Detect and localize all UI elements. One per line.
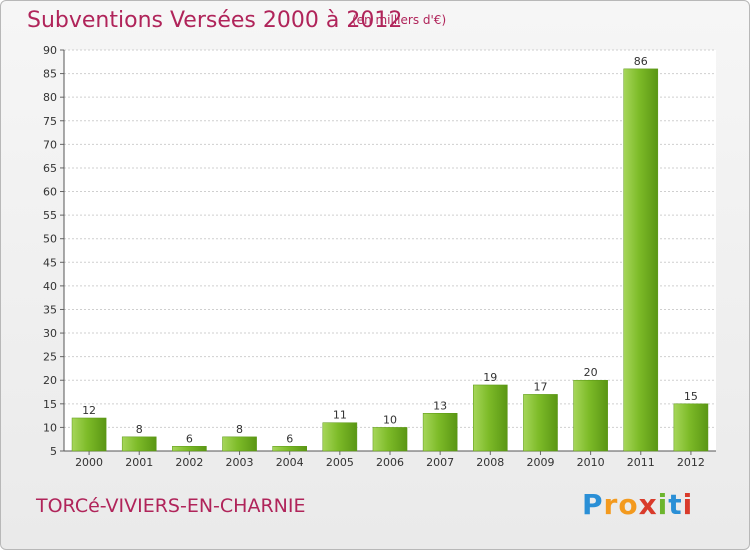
y-tick-label: 90 — [43, 44, 57, 57]
x-tick-label-2012: 2012 — [677, 456, 705, 469]
y-tick-label: 10 — [43, 421, 57, 434]
y-tick-label: 75 — [43, 115, 57, 128]
bar-2000 — [71, 417, 107, 452]
x-tick-label-2007: 2007 — [426, 456, 454, 469]
x-tick-label-2011: 2011 — [627, 456, 655, 469]
y-tick-label: 55 — [43, 209, 57, 222]
logo-letter: P — [582, 488, 604, 521]
bar-2008 — [473, 384, 508, 452]
logo-letter: x — [638, 488, 658, 521]
y-tick-label: 30 — [43, 327, 57, 340]
data-label-2012: 15 — [684, 390, 698, 403]
y-tick-label: 20 — [43, 374, 57, 387]
logo-letter: i — [682, 488, 694, 521]
bar-2006 — [372, 427, 408, 452]
data-label-2002: 6 — [186, 432, 193, 445]
grid — [64, 49, 716, 452]
data-label-2001: 8 — [136, 423, 143, 436]
chart-subtitle: (en milliers d'€) — [352, 13, 447, 27]
y-tick-label: 85 — [43, 68, 57, 81]
logo-letter: i — [657, 488, 669, 521]
x-tick-label-2002: 2002 — [175, 456, 203, 469]
bar-2004 — [272, 446, 307, 452]
x-tick-label-2008: 2008 — [476, 456, 504, 469]
x-tick-label-2004: 2004 — [276, 456, 304, 469]
data-label-2007: 13 — [433, 399, 447, 412]
data-label-2003: 8 — [236, 423, 243, 436]
y-tick-label: 40 — [43, 280, 57, 293]
y-tick-label: 50 — [43, 233, 57, 246]
y-tick-label: 65 — [43, 162, 57, 175]
data-label-2004: 6 — [286, 432, 293, 445]
data-label-2006: 10 — [383, 413, 397, 426]
bar-2003 — [222, 436, 257, 452]
y-tick-label: 60 — [43, 186, 57, 199]
y-tick-label: 25 — [43, 351, 57, 364]
data-label-2008: 19 — [483, 371, 497, 384]
x-tick-label-2001: 2001 — [125, 456, 153, 469]
bar-2011 — [623, 68, 659, 452]
bar-2002 — [172, 446, 207, 452]
bar-2007 — [422, 413, 458, 452]
y-tick-label: 15 — [43, 398, 57, 411]
proxiti-logo: Proxiti — [582, 488, 693, 521]
y-tick-label: 80 — [43, 91, 57, 104]
plot-area — [64, 50, 716, 451]
bar-2012 — [673, 403, 709, 452]
axes: 5 10 15 20 25 30 35 40 45 50 55 60 65 70 75 80 85 90 2000 2… — [43, 44, 716, 469]
commune-name: TORCé-VIVIERS-EN-CHARNIE — [36, 495, 306, 517]
data-label-2009: 17 — [533, 380, 547, 393]
bar-2001 — [121, 436, 157, 452]
x-tick-label-2003: 2003 — [226, 456, 254, 469]
logo-letter: t — [668, 488, 683, 521]
y-tick-label: 45 — [43, 256, 57, 269]
x-tick-label-2006: 2006 — [376, 456, 404, 469]
x-tick-label-2005: 2005 — [326, 456, 354, 469]
data-label-2000: 12 — [82, 404, 96, 417]
logo-letter: o — [618, 488, 639, 521]
x-tick-label-2009: 2009 — [526, 456, 554, 469]
y-tick-label: 5 — [50, 445, 57, 458]
y-tick-label: 35 — [43, 303, 57, 316]
logo-letter: r — [603, 488, 619, 521]
x-tick-label-2010: 2010 — [577, 456, 605, 469]
data-label-2011: 86 — [634, 55, 648, 68]
bar-2010 — [573, 379, 608, 452]
x-tick-label-2000: 2000 — [75, 456, 103, 469]
data-label-2005: 11 — [333, 409, 347, 422]
bar-2005 — [322, 422, 358, 452]
bar-2009 — [523, 394, 558, 452]
y-tick-label: 70 — [43, 138, 57, 151]
data-label-2010: 20 — [584, 366, 598, 379]
chart-title: Subventions Versées 2000 à 2012 — [27, 8, 403, 33]
